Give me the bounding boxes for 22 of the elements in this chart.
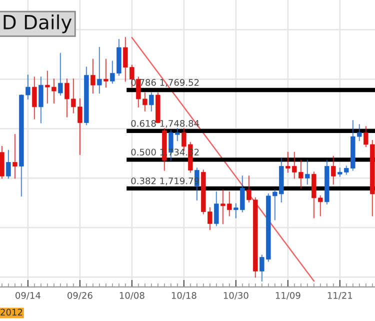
candlestick bbox=[38, 76, 44, 124]
candlestick bbox=[90, 58, 96, 94]
candlestick bbox=[97, 46, 102, 94]
candlestick bbox=[6, 150, 11, 179]
text: 2012 bbox=[0, 308, 22, 316]
candlestick bbox=[104, 58, 108, 88]
candlestick bbox=[214, 191, 219, 226]
candlestick bbox=[0, 146, 4, 179]
x-tick-label: 09/14 bbox=[16, 292, 40, 300]
x-tick-label: 11/21 bbox=[328, 292, 352, 300]
candlestick bbox=[305, 160, 310, 185]
text: D Daily bbox=[4, 14, 72, 34]
candlestick bbox=[12, 134, 18, 179]
x-tick-label: 09/26 bbox=[68, 292, 92, 300]
candlestick bbox=[149, 92, 154, 112]
x-tick-label: 10/30 bbox=[224, 292, 248, 300]
x-tick-label: 11/09 bbox=[276, 292, 300, 300]
x-tick-label: 10/18 bbox=[172, 292, 196, 300]
candlestick bbox=[331, 156, 336, 185]
x-tick-label: 10/08 bbox=[120, 292, 144, 300]
candlestick bbox=[32, 76, 37, 120]
candlestick bbox=[58, 52, 63, 96]
